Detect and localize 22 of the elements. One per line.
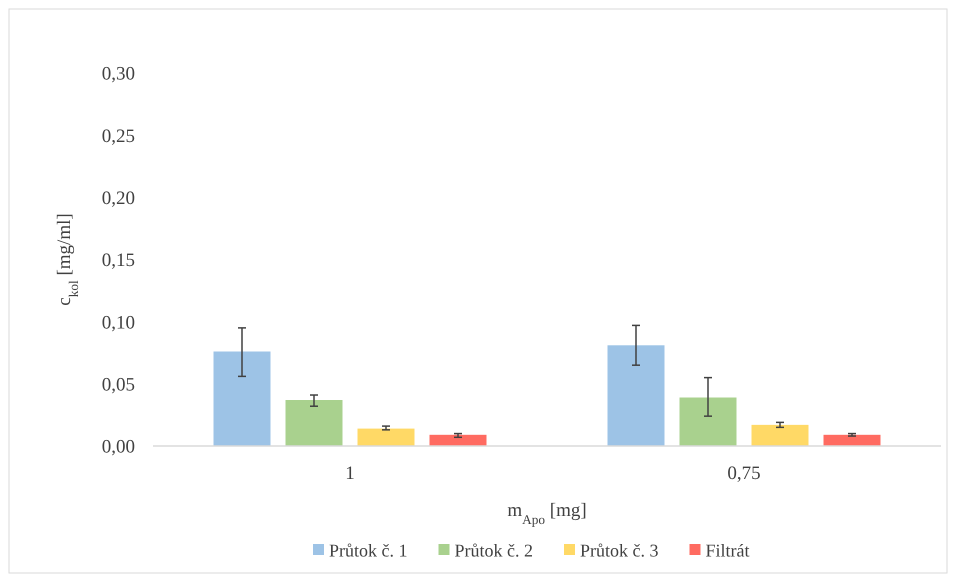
y-tick-label: 0,15 (102, 250, 135, 272)
y-tick-label: 0,30 (102, 64, 135, 85)
y-tick-label: 0,20 (102, 188, 135, 209)
bar (286, 400, 342, 446)
bar (358, 428, 414, 446)
x-axis-title: m$_{Apo}$ [mg] (507, 500, 587, 526)
y-tick-label: 0,00 (102, 436, 135, 458)
legend-label: Průtok č. 3 (580, 540, 658, 560)
bar (680, 398, 736, 446)
bar (752, 424, 808, 446)
bar (608, 345, 664, 446)
bar (430, 434, 486, 446)
x-tick-label: 0,75 (727, 463, 761, 484)
legend-label: Průtok č. 1 (329, 540, 408, 560)
y-tick-label: 0,10 (102, 312, 135, 334)
bar (214, 352, 270, 446)
legend-label: Průtok č. 2 (454, 540, 533, 560)
bar (824, 434, 880, 446)
y-tick-label: 0,25 (102, 126, 135, 147)
x-tick-label: 1 (345, 463, 355, 484)
legend-label: Filtrát (706, 540, 750, 560)
y-tick-label: 0,05 (102, 374, 135, 396)
